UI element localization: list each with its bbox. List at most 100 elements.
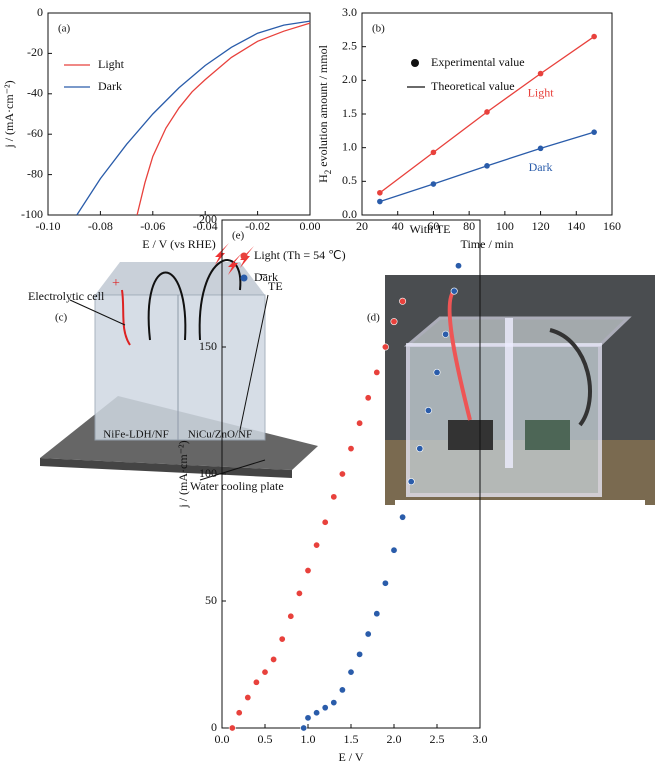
- data-point: [295, 589, 303, 597]
- x-tick-label: 3.0: [473, 732, 488, 746]
- y-tick-label: 200: [199, 212, 217, 226]
- data-point: [313, 709, 321, 717]
- panel-label: (c): [55, 312, 68, 324]
- legend-swatch: [240, 274, 248, 282]
- data-point: [300, 724, 308, 732]
- series-line: [136, 22, 311, 216]
- data-point: [390, 318, 398, 326]
- y-tick-label: 2.5: [342, 38, 357, 52]
- y-axis-label-part: evolution amount / mmol: [316, 44, 330, 169]
- series-label: Dark: [529, 160, 553, 174]
- panel-label: (b): [372, 23, 385, 35]
- x-tick-label: 120: [532, 219, 550, 233]
- legend-swatch: [411, 59, 419, 67]
- legend-label: Experimental value: [431, 55, 525, 69]
- annotation: With TE: [410, 222, 451, 236]
- legend-swatch: [240, 252, 248, 260]
- data-point: [591, 129, 597, 135]
- y-tick-label: 1.0: [342, 139, 357, 153]
- y-axis-label-part: 2: [323, 170, 333, 175]
- chart: 0.0 0.5 1.0 1.5 2.0 2.5 3.0 0 50 100 150 200 E / V j …: [176, 212, 488, 764]
- data-point: [424, 406, 432, 414]
- cell-front: [94, 294, 266, 441]
- data-point: [537, 70, 544, 77]
- leader: [69, 299, 126, 326]
- x-tick-label: 0.00: [300, 219, 321, 233]
- data-point: [381, 579, 389, 587]
- data-point: [442, 330, 450, 338]
- legend-label: Dark: [254, 270, 278, 284]
- chart: 20 40 60 80 100 120 140 160 0.0 0.5 1.0 1.5 2.0 2.5 3.…: [316, 5, 621, 251]
- y-tick-label: -100: [21, 207, 43, 221]
- data-point: [373, 368, 381, 376]
- data-point: [244, 694, 252, 702]
- data-point: [330, 699, 338, 707]
- data-point: [278, 635, 286, 643]
- x-tick-label: 2.0: [387, 732, 402, 746]
- data-point: [484, 163, 490, 169]
- data-point: [416, 445, 424, 453]
- x-tick-label: -0.04: [193, 219, 218, 233]
- data-point: [235, 709, 243, 717]
- data-point: [364, 630, 372, 638]
- data-point: [390, 546, 398, 554]
- x-axis-label: Time / min: [461, 237, 514, 251]
- data-point: [381, 343, 389, 351]
- data-point: [591, 33, 597, 40]
- data-point: [313, 541, 321, 549]
- x-tick-label: -0.02: [245, 219, 270, 233]
- x-tick-label: -0.08: [88, 219, 113, 233]
- y-tick-label: -40: [27, 86, 43, 100]
- data-point: [347, 668, 355, 676]
- data-point: [356, 650, 364, 658]
- x-tick-label: 140: [567, 219, 585, 233]
- x-tick-label: 160: [603, 219, 621, 233]
- data-point: [373, 610, 381, 618]
- legend-label: Theoretical value: [431, 79, 515, 93]
- data-point: [430, 149, 437, 156]
- x-tick-label: 1.0: [301, 732, 316, 746]
- y-axis-label: j / (mA·cm⁻²): [176, 440, 190, 508]
- charts: -0.10 -0.08 -0.06 -0.04 -0.02 0.00-100-80-60-…: [2, 5, 621, 764]
- x-tick-label: 20: [356, 219, 368, 233]
- data-point: [484, 109, 490, 115]
- data-point: [338, 686, 346, 694]
- diagram: (c) Electrolytic cell TE NiFe-LDH/NF NiC…: [28, 243, 318, 493]
- cell-label: Electrolytic cell: [28, 289, 105, 303]
- data-point: [430, 181, 437, 187]
- photo-electrode: [448, 420, 493, 450]
- photo-divider: [505, 318, 513, 468]
- data-point: [347, 445, 355, 453]
- data-point: [338, 470, 346, 478]
- plot-frame: [47, 12, 311, 216]
- data-point: [270, 655, 278, 663]
- y-tick-label: 0: [37, 5, 43, 19]
- data-point: [252, 678, 260, 686]
- y-tick-label: 3.0: [342, 5, 357, 19]
- photo-edge: [395, 500, 645, 505]
- electrode-label: NiCu/ZnO/NF: [188, 429, 252, 441]
- x-tick-label: 80: [463, 219, 475, 233]
- y-tick-label: 150: [199, 339, 217, 353]
- data-point: [364, 394, 372, 402]
- panel-label: (a): [58, 23, 71, 35]
- plate-label: Water cooling plate: [190, 479, 284, 493]
- te-label: TE: [268, 279, 283, 293]
- photo: (d): [367, 275, 655, 505]
- leader: [239, 294, 269, 431]
- photo-wire: [549, 328, 592, 427]
- legend-label: Light (Th = 54 ℃): [254, 248, 346, 262]
- leader: [199, 459, 266, 481]
- data-point: [330, 493, 338, 501]
- data-point: [321, 704, 329, 712]
- x-tick-label: 1.5: [344, 732, 359, 746]
- data-point: [356, 419, 364, 427]
- y-tick-label: -60: [27, 126, 43, 140]
- y-tick-label: 0: [211, 720, 217, 734]
- data-point: [228, 724, 236, 732]
- x-tick-label: -0.10: [36, 219, 61, 233]
- y-tick-label: -80: [27, 166, 43, 180]
- legend-label: Dark: [98, 79, 122, 93]
- x-tick-label: 2.5: [430, 732, 445, 746]
